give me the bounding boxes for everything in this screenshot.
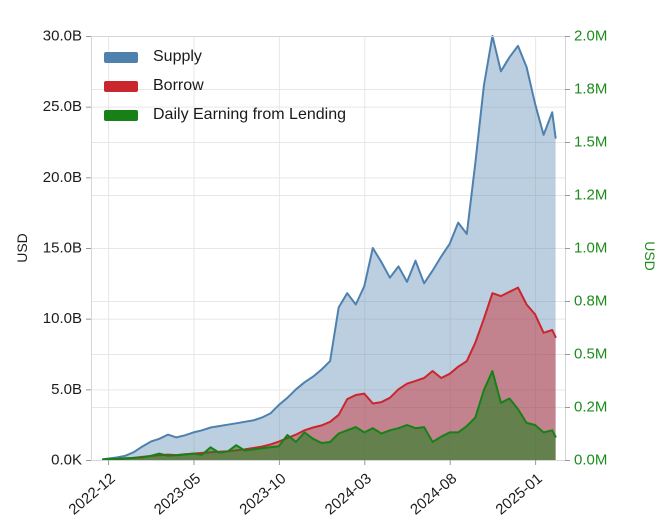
legend-label: Supply: [153, 48, 202, 65]
right-axis-tick-label: 0.5M: [574, 346, 607, 363]
legend: Supply Borrow Daily Earning from Lending: [104, 46, 346, 126]
right-axis-tick-label: 0.0M: [574, 452, 607, 469]
area-fill: [102, 287, 556, 460]
x-axis-tick-label: 2024-08: [407, 470, 460, 518]
right-axis-tick-label: 0.2M: [574, 399, 607, 416]
borrow-swatch-icon: [104, 80, 138, 92]
right-axis-tick-label: 1.0M: [574, 240, 607, 257]
series-line: [102, 35, 557, 461]
supply-swatch-icon: [104, 51, 138, 63]
area-fill: [102, 371, 556, 460]
left-axis-tick-label: 5.0B: [51, 381, 82, 398]
legend-label: Daily Earning from Lending: [153, 106, 346, 123]
gridlines: [91, 36, 565, 461]
daily-earning-swatch-icon: [104, 109, 138, 121]
x-axis-tick-label: 2023-10: [236, 470, 289, 518]
legend-label: Borrow: [153, 77, 204, 94]
right-axis-tick-label: 2.0M: [574, 28, 607, 45]
series-supply: [102, 35, 557, 461]
area-fill: [102, 36, 556, 460]
left-axis-tick-label: 25.0B: [43, 98, 82, 115]
right-axis-tick-label: 1.5M: [574, 134, 607, 151]
left-axis-tick-label: 15.0B: [43, 240, 82, 257]
right-axis-tick-label: 1.8M: [574, 81, 607, 98]
left-axis-tick-label: 20.0B: [43, 169, 82, 186]
legend-item-daily-earning: Daily Earning from Lending: [104, 104, 346, 126]
legend-item-borrow: Borrow: [104, 75, 346, 97]
right-axis-tick-label: 0.8M: [574, 293, 607, 310]
x-axis-tick-label: 2022-12: [66, 470, 119, 518]
left-axis-tick-label: 0.0K: [51, 452, 82, 469]
left-axis-tick-label: 10.0B: [43, 310, 82, 327]
left-axis-title: USD: [14, 233, 30, 263]
x-axis-tick-label: 2023-05: [151, 470, 204, 518]
series-line: [102, 370, 557, 461]
x-axis-tick-label: 2024-03: [322, 470, 375, 518]
x-axis-tick-label: 2025-01: [493, 470, 546, 518]
right-axis-tick-label: 1.2M: [574, 187, 607, 204]
series-daily-earning-from-lending: [102, 370, 557, 461]
left-axis-tick-label: 30.0B: [43, 28, 82, 45]
legend-item-supply: Supply: [104, 46, 346, 68]
right-axis-title: USD: [642, 241, 658, 271]
